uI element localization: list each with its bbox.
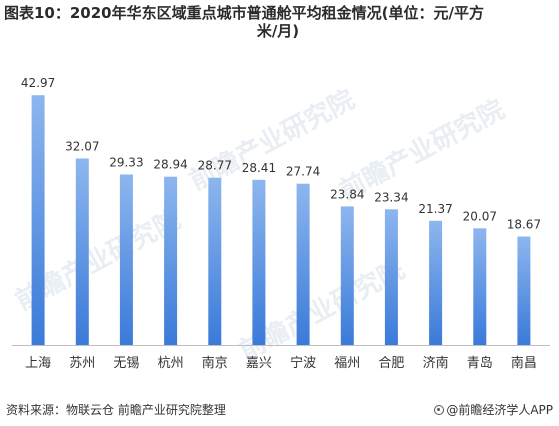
- value-label: 27.74: [286, 165, 320, 179]
- category-label: 宁波: [290, 355, 316, 371]
- value-label: 29.33: [109, 156, 143, 170]
- bar-济南: [429, 220, 443, 345]
- value-label: 28.77: [198, 159, 232, 173]
- bar-南京: [208, 177, 222, 345]
- value-label: 23.84: [330, 187, 364, 201]
- brand-note: @前瞻经济学人APP: [434, 401, 553, 418]
- source-note: 资料来源：物联云仓 前瞻产业研究院整理: [6, 403, 226, 417]
- category-label: 上海: [25, 356, 51, 371]
- bar-合肥: [384, 209, 398, 345]
- bar-嘉兴: [252, 179, 266, 345]
- bar-福州: [340, 206, 354, 345]
- category-label: 苏州: [69, 355, 95, 371]
- value-label: 21.37: [418, 202, 452, 216]
- value-label: 23.34: [374, 190, 408, 204]
- brand-text: @前瞻经济学人APP: [446, 403, 553, 417]
- category-label: 福州: [334, 356, 360, 371]
- labels-group: 42.97 上海 32.07 苏州 29.33 无锡 28.94 杭州 28.77 南京 28.41…: [21, 76, 541, 371]
- value-label: 20.07: [463, 209, 497, 223]
- value-label: 28.94: [153, 158, 187, 172]
- bar-杭州: [164, 176, 178, 345]
- category-label: 济南: [423, 355, 449, 371]
- bar-青岛: [473, 228, 487, 345]
- chart-title-line1: 图表10：2020年华东区域重点城市普通舱平均租金情况(单位：元/平方: [4, 4, 484, 22]
- value-label: 42.97: [21, 76, 55, 90]
- category-label: 嘉兴: [246, 356, 272, 371]
- bars-group: [31, 95, 531, 345]
- bar-南昌: [517, 236, 531, 345]
- bar-上海: [31, 95, 45, 345]
- category-label: 杭州: [158, 356, 184, 371]
- bar-宁波: [296, 183, 310, 345]
- chart-title-line2: 米/月): [256, 22, 300, 40]
- bar-苏州: [75, 158, 89, 345]
- chart-title: 图表10：2020年华东区域重点城市普通舱平均租金情况(单位：元/平方 米/月): [4, 4, 552, 40]
- category-label: 南昌: [511, 355, 537, 371]
- category-label: 无锡: [113, 356, 139, 371]
- value-label: 32.07: [65, 140, 99, 154]
- brand-logo-icon: [434, 405, 445, 415]
- category-label: 南京: [202, 355, 228, 371]
- value-label: 28.41: [242, 161, 276, 175]
- bar-无锡: [119, 174, 133, 345]
- category-label: 青岛: [467, 355, 493, 371]
- category-label: 合肥: [378, 356, 404, 371]
- value-label: 18.67: [507, 218, 541, 232]
